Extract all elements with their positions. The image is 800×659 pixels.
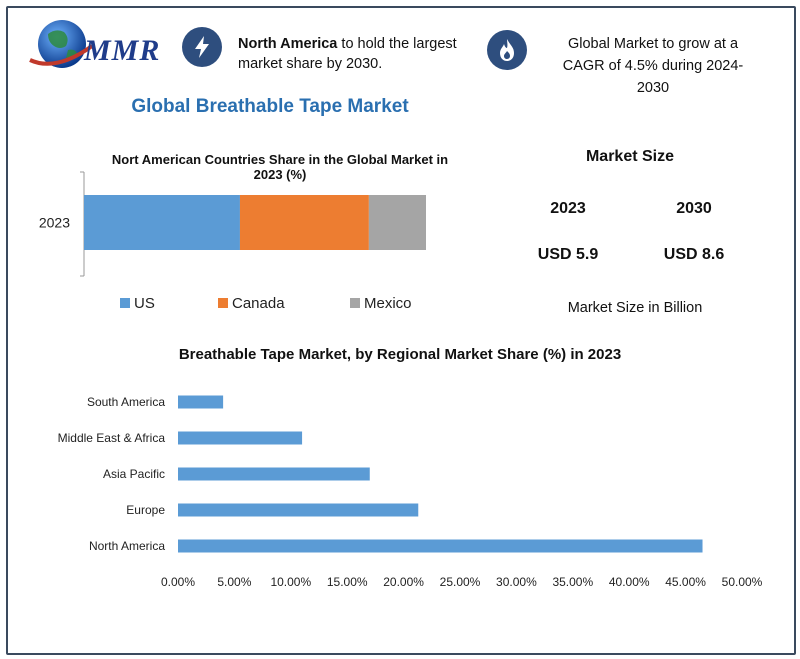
stacked-category-label: 2023 <box>39 215 70 231</box>
logo-text: MMR <box>84 34 161 67</box>
x-tick-label: 30.00% <box>496 575 537 589</box>
region-bar <box>178 467 370 481</box>
market-size-year-2023: 2023 <box>550 200 586 217</box>
x-tick-label: 0.00% <box>161 575 195 589</box>
market-size-year-2030: 2030 <box>676 200 712 217</box>
legend-label-mexico: Mexico <box>364 295 412 312</box>
x-tick-label: 25.00% <box>440 575 481 589</box>
market-size-value-2030: USD 8.6 <box>663 246 725 263</box>
regional-bar-chart: South America Middle East & Africa Asia Pa… <box>58 395 763 589</box>
region-label: Asia Pacific <box>103 467 165 481</box>
flame-icon <box>487 30 527 70</box>
x-tick-label: 45.00% <box>665 575 706 589</box>
region-label: South America <box>87 395 165 409</box>
x-tick-label: 10.00% <box>270 575 311 589</box>
market-size-title: Market Size <box>585 148 675 165</box>
stacked-bar-canada <box>239 195 369 250</box>
region-bar <box>178 395 224 409</box>
x-tick-label: 20.00% <box>383 575 424 589</box>
infographic-frame <box>6 6 796 655</box>
legend-label-canada: Canada <box>232 295 285 312</box>
globe-icon <box>29 20 94 68</box>
region-bar <box>178 539 703 553</box>
region-label: Middle East & Africa <box>58 431 166 445</box>
lightning-icon <box>182 27 222 67</box>
stacked-bar-chart: 2023 US Canada Mexico <box>39 171 426 312</box>
highlight-rest-text: to hold the largest market share by 2030… <box>238 36 457 72</box>
region-bar <box>178 503 419 517</box>
region-label: North America <box>89 539 165 553</box>
legend-label-us: US <box>134 295 155 312</box>
stacked-bar-mexico <box>368 195 426 250</box>
regional-chart-title: Breathable Tape Market, by Regional Mark… <box>178 346 622 363</box>
market-size-note: Market Size in Billion <box>567 300 703 316</box>
legend-swatch-mexico <box>350 298 360 308</box>
x-tick-label: 5.00% <box>217 575 251 589</box>
market-size-value-2023: USD 5.9 <box>537 246 599 263</box>
legend-swatch-us <box>120 298 130 308</box>
north-america-highlight: North America to hold the largest market… <box>238 34 478 74</box>
legend-swatch-canada <box>218 298 228 308</box>
region-bar <box>178 431 303 445</box>
x-tick-label: 40.00% <box>609 575 650 589</box>
main-title: Global Breathable Tape Market <box>131 96 409 117</box>
region-label: Europe <box>126 503 165 517</box>
x-tick-label: 15.00% <box>327 575 368 589</box>
stacked-chart-title: Nort American Countries Share in the Glo… <box>111 152 449 182</box>
stacked-bar-us <box>84 195 240 250</box>
cagr-highlight: Global Market to grow at a CAGR of 4.5% … <box>562 36 744 96</box>
mmr-logo <box>26 16 166 76</box>
highlight-bold-text: North America <box>238 36 338 52</box>
x-tick-label: 35.00% <box>552 575 593 589</box>
x-tick-label: 50.00% <box>722 575 763 589</box>
